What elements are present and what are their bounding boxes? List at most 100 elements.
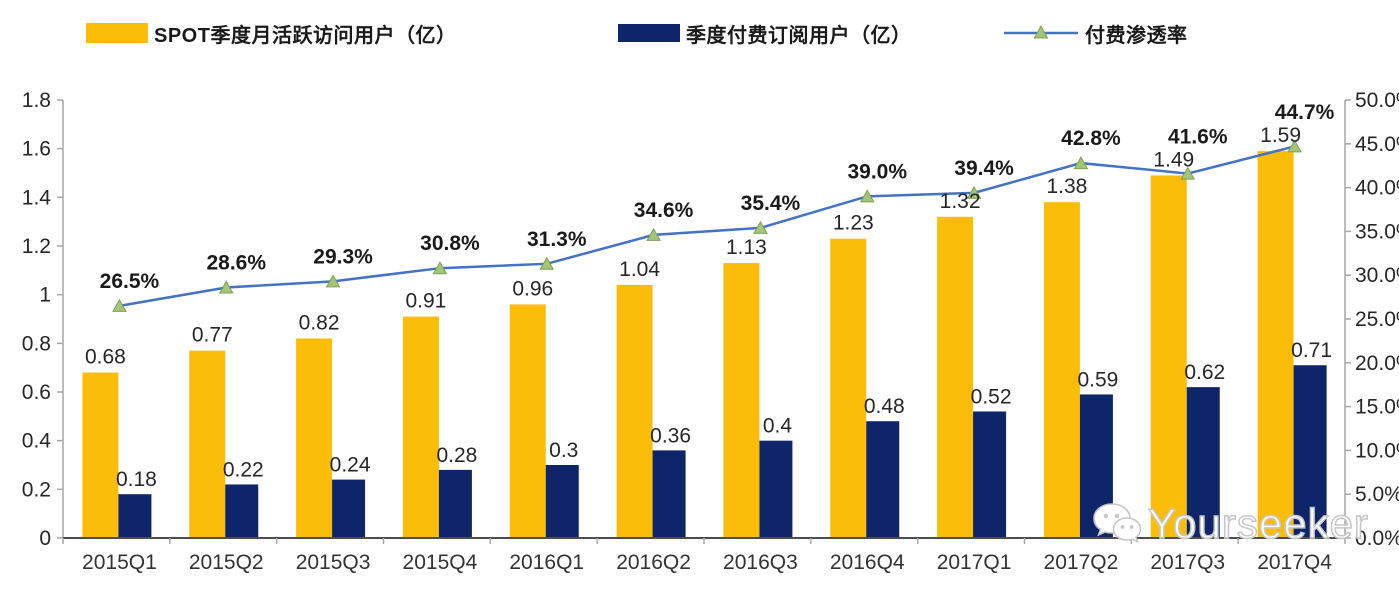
bar-mau bbox=[616, 284, 653, 538]
bar-mau bbox=[1257, 151, 1294, 538]
x-axis-tick-label: 2016Q2 bbox=[616, 551, 691, 574]
legend-item-mau: SPOT季度月活跃访问用户（亿） bbox=[86, 20, 457, 47]
penetration-value-label: 30.8% bbox=[420, 232, 480, 255]
bar-mau bbox=[1150, 175, 1187, 538]
penetration-value-label: 39.4% bbox=[954, 157, 1014, 180]
subscribers-value-label: 0.36 bbox=[650, 424, 691, 447]
mau-value-label: 1.32 bbox=[940, 190, 981, 213]
penetration-marker-icon bbox=[1287, 139, 1302, 153]
left-axis-tick-label: 1.2 bbox=[22, 235, 51, 258]
bar-mau bbox=[189, 350, 226, 538]
penetration-line bbox=[119, 145, 1295, 308]
bar-subscribers bbox=[759, 440, 793, 538]
penetration-value-label: 28.6% bbox=[206, 251, 266, 274]
right-axis-tick-label: 35.0% bbox=[1355, 220, 1399, 243]
left-axis-tick-label: 0 bbox=[39, 527, 51, 550]
penetration-value-label: 35.4% bbox=[741, 192, 801, 215]
left-axis-tick-label: 1.6 bbox=[22, 138, 51, 161]
penetration-marker-icon bbox=[432, 261, 448, 275]
subscribers-series-swatch-icon bbox=[618, 24, 680, 42]
bar-mau bbox=[830, 238, 867, 538]
penetration-value-label: 39.0% bbox=[847, 160, 907, 183]
right-axis-tick-label: 40.0% bbox=[1355, 177, 1399, 200]
x-axis-tick-label: 2017Q3 bbox=[1150, 551, 1225, 574]
bar-subscribers bbox=[652, 450, 686, 538]
bar-subscribers bbox=[438, 469, 472, 538]
left-axis-tick-label: 0.8 bbox=[22, 332, 51, 355]
mau-value-label: 1.38 bbox=[1046, 175, 1087, 198]
watermark-text: Yourseeker bbox=[1147, 499, 1369, 548]
mau-series-swatch-icon bbox=[86, 23, 148, 43]
x-axis-tick-label: 2016Q3 bbox=[723, 551, 798, 574]
right-axis-tick-label: 10.0% bbox=[1355, 439, 1399, 462]
subscribers-value-label: 0.22 bbox=[223, 458, 264, 481]
bar-subscribers bbox=[866, 421, 900, 538]
right-axis-tick-label: 30.0% bbox=[1355, 264, 1399, 287]
penetration-value-label: 31.3% bbox=[527, 228, 587, 251]
penetration-value-label: 26.5% bbox=[100, 270, 160, 293]
watermark: Yourseeker bbox=[1088, 496, 1369, 552]
bar-mau bbox=[296, 338, 333, 538]
penetration-marker-icon bbox=[859, 189, 875, 203]
subscribers-value-label: 0.48 bbox=[864, 395, 905, 418]
x-axis-tick-label: 2017Q2 bbox=[1044, 551, 1119, 574]
right-axis-tick-label: 15.0% bbox=[1355, 396, 1399, 419]
mau-value-label: 0.82 bbox=[299, 311, 340, 334]
left-axis-tick-label: 0.6 bbox=[22, 381, 51, 404]
mau-value-label: 1.04 bbox=[619, 258, 660, 281]
bar-subscribers bbox=[225, 484, 259, 538]
bar-mau bbox=[937, 216, 974, 539]
right-axis-tick-label: 5.0% bbox=[1355, 483, 1399, 506]
subscribers-value-label: 0.4 bbox=[763, 415, 793, 438]
bar-subscribers bbox=[973, 411, 1007, 538]
x-axis-tick-label: 2015Q3 bbox=[296, 551, 371, 574]
penetration-line-marker-icon bbox=[1004, 24, 1078, 39]
x-axis-tick-label: 2015Q1 bbox=[82, 551, 157, 574]
left-axis-tick-label: 1 bbox=[39, 284, 51, 307]
legend-label-penetration: 付费渗透率 bbox=[1085, 24, 1188, 47]
subscribers-value-label: 0.24 bbox=[330, 454, 371, 477]
penetration-marker-icon bbox=[539, 256, 555, 270]
bar-subscribers bbox=[1293, 365, 1327, 538]
subscribers-value-label: 0.18 bbox=[116, 468, 157, 491]
penetration-marker-icon bbox=[218, 280, 234, 294]
mau-value-label: 0.96 bbox=[512, 277, 553, 300]
x-axis-tick-label: 2016Q4 bbox=[830, 551, 905, 574]
legend-label-mau: SPOT季度月活跃访问用户（亿） bbox=[154, 24, 457, 47]
penetration-value-label: 29.3% bbox=[313, 245, 373, 268]
mau-value-label: 0.77 bbox=[192, 324, 233, 347]
subscribers-value-label: 0.3 bbox=[549, 439, 578, 462]
mau-value-label: 1.49 bbox=[1153, 148, 1194, 171]
penetration-value-label: 42.8% bbox=[1061, 127, 1121, 150]
x-axis-tick-label: 2017Q1 bbox=[937, 551, 1012, 574]
subscribers-value-label: 0.52 bbox=[971, 385, 1012, 408]
legend-item-penetration: 付费渗透率 bbox=[1003, 20, 1188, 47]
legend: SPOT季度月活跃访问用户（亿） 季度付费订阅用户（亿） 付费渗透率 bbox=[0, 0, 1399, 60]
subscribers-value-label: 0.71 bbox=[1291, 339, 1332, 362]
legend-label-subscribers: 季度付费订阅用户（亿） bbox=[686, 24, 912, 47]
penetration-marker-icon bbox=[112, 298, 127, 312]
right-axis-tick-label: 20.0% bbox=[1355, 352, 1399, 375]
mau-value-label: 1.23 bbox=[833, 212, 874, 235]
subscribers-value-label: 0.59 bbox=[1077, 368, 1118, 391]
penetration-marker-icon bbox=[646, 227, 661, 241]
bar-mau bbox=[723, 263, 760, 538]
penetration-value-label: 41.6% bbox=[1168, 125, 1228, 148]
penetration-marker-icon bbox=[325, 274, 341, 288]
right-axis-tick-label: 50.0% bbox=[1355, 89, 1399, 112]
x-axis-tick-label: 2015Q4 bbox=[403, 551, 478, 574]
bar-subscribers bbox=[1186, 387, 1220, 538]
bar-mau bbox=[1043, 202, 1080, 538]
bar-mau bbox=[509, 304, 546, 538]
right-axis-tick-label: 45.0% bbox=[1355, 133, 1399, 156]
penetration-value-label: 44.7% bbox=[1275, 101, 1335, 124]
bar-mau bbox=[402, 316, 439, 538]
penetration-value-label: 34.6% bbox=[634, 199, 694, 222]
bar-subscribers bbox=[545, 465, 579, 538]
left-axis-tick-label: 0.4 bbox=[22, 430, 52, 453]
bar-mau bbox=[82, 372, 119, 538]
right-axis-tick-label: 0.0% bbox=[1355, 527, 1399, 550]
left-axis-tick-label: 1.8 bbox=[22, 89, 51, 112]
